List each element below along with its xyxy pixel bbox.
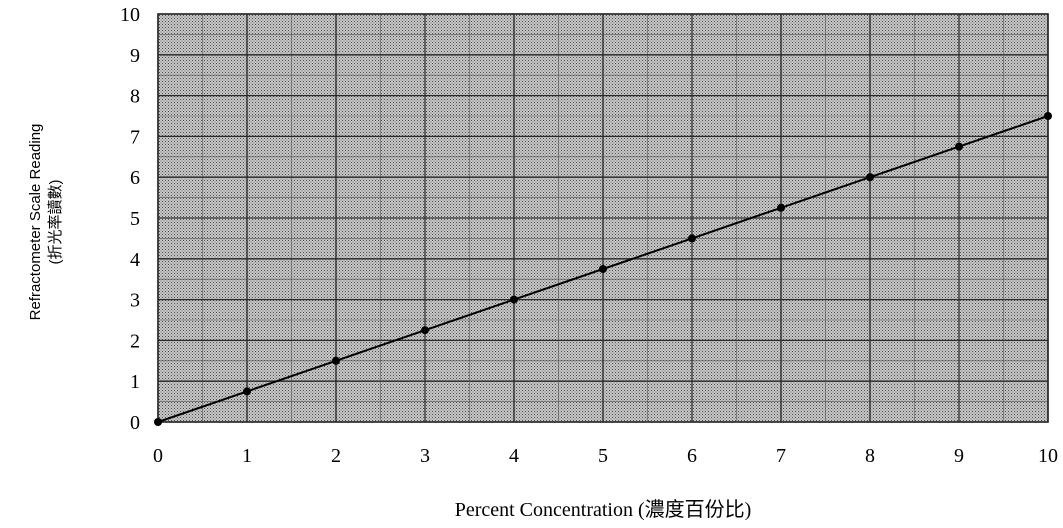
x-tick-label: 2 [331, 445, 341, 467]
data-point [777, 203, 785, 212]
y-tick-label: 0 [130, 412, 140, 434]
y-tick-label: 1 [130, 371, 140, 393]
y-axis-label-line: (折光率讀數) [47, 180, 64, 265]
data-point [510, 295, 518, 304]
y-axis-label-line: Refractometer Scale Reading [27, 124, 44, 321]
data-point [599, 265, 607, 273]
y-tick-label: 4 [130, 249, 140, 271]
data-point [688, 234, 696, 243]
gridlines [157, 13, 1049, 423]
data-point [421, 326, 429, 335]
data-point [955, 142, 963, 151]
data-point [332, 356, 340, 365]
x-axis-label: Percent Concentration (濃度百份比) [455, 498, 752, 521]
y-axis-ticks: 0 1 2 3 4 5 6 7 8 9 10 [120, 4, 140, 434]
y-tick-label: 6 [130, 167, 140, 189]
x-tick-label: 4 [509, 445, 519, 467]
x-tick-label: 5 [598, 445, 608, 467]
x-tick-label: 3 [420, 445, 430, 467]
x-tick-label: 6 [687, 445, 697, 467]
data-point [866, 173, 874, 182]
x-tick-label: 9 [954, 445, 964, 467]
y-axis-label: Refractometer Scale Reading (折光率讀數) [27, 124, 64, 321]
y-tick-label: 2 [130, 330, 140, 352]
y-tick-label: 3 [130, 290, 140, 312]
x-tick-label: 7 [776, 445, 786, 467]
data-point [154, 418, 162, 426]
x-axis-ticks: 0 1 2 3 4 5 6 7 8 9 10 [153, 445, 1058, 467]
y-tick-label: 5 [130, 208, 140, 230]
x-tick-label: 10 [1038, 445, 1058, 467]
data-point [243, 387, 251, 396]
series-group [154, 112, 1052, 426]
data-point [1044, 112, 1052, 120]
y-tick-label: 8 [130, 86, 140, 108]
x-tick-label: 8 [865, 445, 875, 467]
x-tick-label: 0 [153, 445, 163, 467]
x-tick-label: 1 [242, 445, 252, 467]
y-tick-label: 10 [120, 4, 140, 26]
y-tick-label: 9 [130, 45, 140, 67]
y-tick-label: 7 [130, 126, 140, 148]
